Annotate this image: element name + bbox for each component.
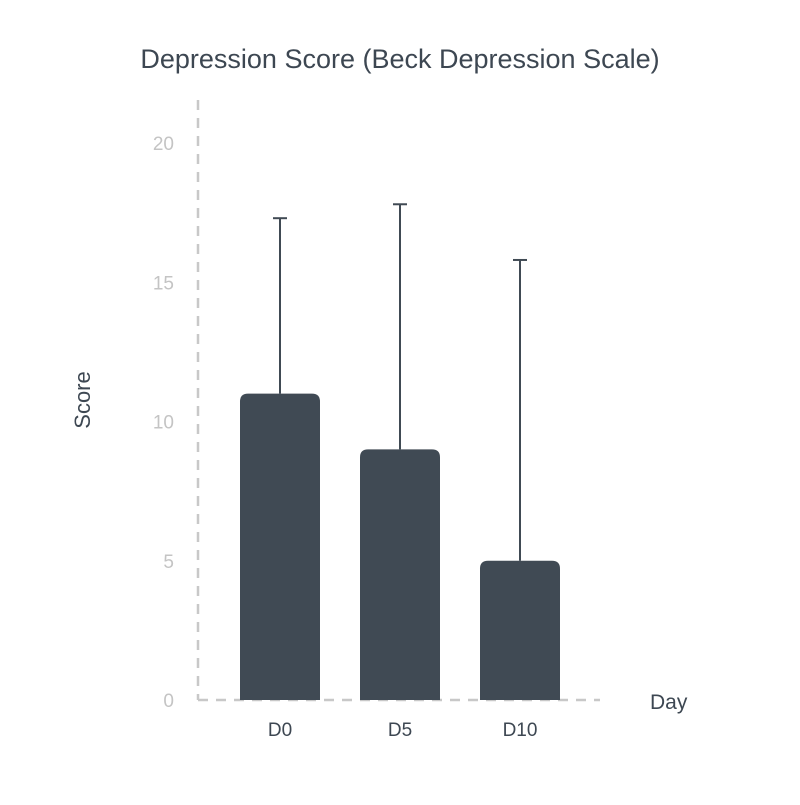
error-bar-d10 (513, 258, 527, 561)
y-tick-labels: 0 5 10 15 20 (153, 134, 174, 712)
y-axis-label: Score (70, 371, 95, 428)
x-axis-label: Day (650, 691, 688, 714)
y-tick-label-10: 10 (153, 413, 174, 434)
chart-title: Depression Score (Beck Depression Scale) (140, 44, 659, 74)
bar-d0 (240, 393, 320, 700)
y-tick-label-20: 20 (153, 134, 174, 155)
error-bar-d5 (393, 203, 407, 450)
y-tick-label-5: 5 (163, 552, 174, 573)
y-tick-label-0: 0 (163, 691, 174, 712)
y-tick-label-15: 15 (153, 273, 174, 294)
bar-d5 (360, 449, 440, 700)
x-tick-label-d5: D5 (388, 720, 412, 741)
error-bar-d0 (273, 217, 287, 394)
x-tick-label-d10: D10 (503, 720, 538, 741)
x-tick-label-d0: D0 (268, 720, 292, 741)
x-tick-labels: D0 D5 D10 (268, 720, 538, 741)
bars-group (240, 203, 560, 700)
bar-d10 (480, 560, 560, 700)
